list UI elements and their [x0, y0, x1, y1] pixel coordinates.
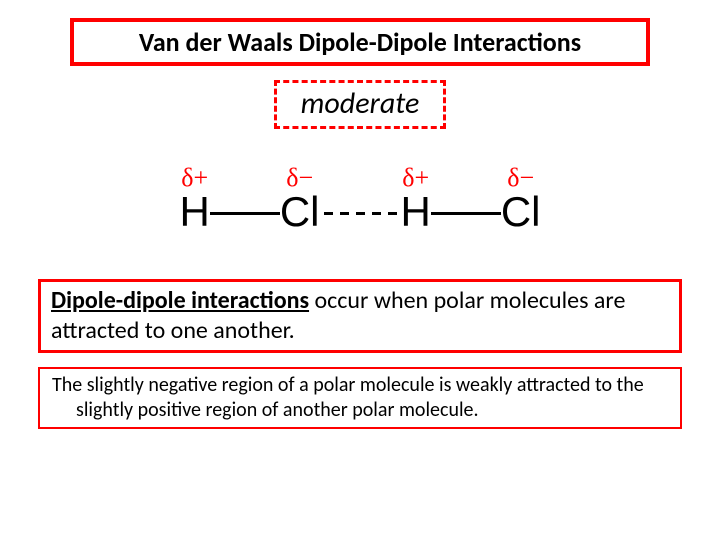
dash-icon	[340, 212, 349, 215]
bond-solid-icon	[210, 212, 280, 215]
strength-box: moderate	[274, 80, 447, 129]
atom-h-2: δ+ H	[401, 165, 431, 233]
dash-icon	[388, 212, 397, 215]
explanation-box: The slightly negative region of a polar …	[38, 367, 682, 429]
definition-box: Dipole-dipole interactions occur when po…	[38, 279, 682, 353]
element-symbol: H	[179, 191, 209, 233]
slide-title: Van der Waals Dipole-Dipole Interactions	[90, 26, 630, 58]
element-symbol: H	[401, 191, 431, 233]
bond-solid-icon	[431, 212, 501, 215]
explanation-text: The slightly negative region of a polar …	[52, 373, 668, 423]
strength-wrap: moderate	[24, 80, 696, 129]
atom-cl-1: δ− Cl	[280, 165, 320, 233]
atom-cl-2: δ− Cl	[501, 165, 541, 233]
definition-text: Dipole-dipole interactions occur when po…	[51, 286, 669, 346]
element-symbol: Cl	[501, 191, 541, 233]
element-symbol: Cl	[280, 191, 320, 233]
dash-icon	[372, 212, 381, 215]
molecule-row: δ+ H δ− Cl δ+ H δ− Cl	[24, 165, 696, 233]
dash-icon	[356, 212, 365, 215]
title-box: Van der Waals Dipole-Dipole Interactions	[70, 18, 650, 66]
molecule-diagram: δ+ H δ− Cl δ+ H δ− Cl	[24, 165, 696, 233]
definition-term: Dipole-dipole interactions	[51, 286, 309, 315]
strength-label: moderate	[301, 85, 420, 122]
bond-dashed-icon	[324, 212, 397, 215]
slide: Van der Waals Dipole-Dipole Interactions…	[0, 0, 720, 540]
dash-icon	[324, 212, 333, 215]
atom-h-1: δ+ H	[179, 165, 209, 233]
